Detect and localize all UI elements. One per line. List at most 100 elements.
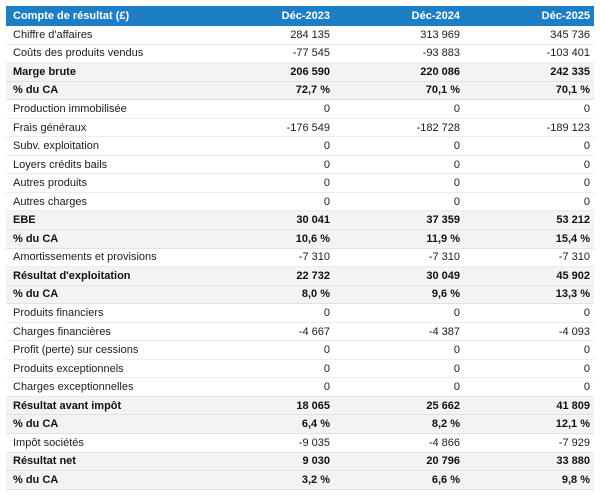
table-row: EBE 30 041 37 359 53 212 [6,211,594,231]
row-value: -93 883 [422,47,460,60]
row-value: 22 732 [296,269,330,282]
row-value: 33 880 [556,455,590,468]
row-label: Production immobilisée [13,102,127,115]
table-row: Charges exceptionnelles 0 0 0 [6,378,594,397]
row-value: 6,4 % [301,418,330,431]
row-label: Marge brute [13,65,76,78]
row-value: 0 [323,177,330,190]
row-value: 0 [453,140,460,153]
row-value: 12,1 % [555,418,590,431]
row-value: 20 796 [426,455,460,468]
row-value: 0 [323,381,330,394]
row-value: 0 [453,381,460,394]
row-value: -7 310 [558,251,590,264]
table-row: Impôt sociétés -9 035 -4 866 -7 929 [6,434,594,453]
row-value: -4 667 [298,325,330,338]
row-label: % du CA [13,418,59,431]
row-value: 18 065 [296,399,330,412]
row-value: 13,3 % [555,288,590,301]
table-row: % du CA 8,0 % 9,6 % 13,3 % [6,285,594,305]
row-value: 242 335 [550,65,590,78]
row-value: -182 728 [416,121,460,134]
table-row: Amortissements et provisions -7 310 -7 3… [6,248,594,268]
row-label: % du CA [13,232,59,245]
row-label: Profit (perte) sur cessions [13,344,139,357]
row-value: -77 545 [292,47,330,60]
row-value: 0 [453,362,460,375]
row-value: 25 662 [426,399,460,412]
table-row: Résultat avant impôt 18 065 25 662 41 80… [6,396,594,416]
row-label: Frais généraux [13,121,87,134]
row-label: Produits exceptionnels [13,362,124,375]
row-label: % du CA [13,84,59,97]
row-value: -189 123 [546,121,590,134]
row-label: Charges exceptionnelles [13,381,134,394]
row-value: 0 [583,306,590,319]
table-row: Autres charges 0 0 0 [6,192,594,212]
row-value: 10,6 % [295,232,330,245]
row-value: 8,2 % [431,418,460,431]
row-label: Amortissements et provisions [13,251,157,264]
table-row: Chiffre d'affaires 284 135 313 969 345 7… [6,26,594,45]
row-value: 0 [583,140,590,153]
column-header-dec-2024: Déc-2024 [411,10,460,22]
row-value: 45 902 [556,269,590,282]
row-value: 8,0 % [301,288,330,301]
row-value: 206 590 [290,65,330,78]
row-value: -7 310 [298,251,330,264]
table-body: Chiffre d'affaires 284 135 313 969 345 7… [6,26,594,490]
row-value: 30 041 [296,214,330,227]
row-label: % du CA [13,473,59,486]
row-label: Autres produits [13,177,87,190]
table-row: Profit (perte) sur cessions 0 0 0 [6,341,594,360]
table-row: Loyers crédits bails 0 0 0 [6,155,594,175]
table-row: Coûts des produits vendus -77 545 -93 88… [6,44,594,64]
row-value: 72,7 % [295,84,330,97]
row-value: -7 929 [558,436,590,449]
row-value: 220 086 [420,65,460,78]
row-value: 70,1 % [425,84,460,97]
row-value: -7 310 [428,251,460,264]
row-value: 0 [583,177,590,190]
row-value: 0 [583,158,590,171]
row-value: 0 [583,102,590,115]
row-label: % du CA [13,288,59,301]
row-label: Coûts des produits vendus [13,47,144,60]
row-value: 3,2 % [301,473,330,486]
row-value: 0 [453,177,460,190]
row-label: Produits financiers [13,306,104,319]
row-label: Autres charges [13,195,87,208]
row-value: -176 549 [286,121,330,134]
table-row: Frais généraux -176 549 -182 728 -189 12… [6,118,594,138]
table-row: Résultat d'exploitation 22 732 30 049 45… [6,267,594,286]
table-header: Compte de résultat (£) Déc-2023 Déc-2024… [6,6,594,26]
row-value: 0 [323,158,330,171]
income-statement-table: Compte de résultat (£) Déc-2023 Déc-2024… [6,6,594,490]
table-row: Autres produits 0 0 0 [6,174,594,193]
row-value: 9,6 % [431,288,460,301]
column-header-dec-2025: Déc-2025 [541,10,590,22]
row-value: 0 [583,381,590,394]
row-value: 0 [583,195,590,208]
row-value: 0 [453,306,460,319]
row-label: Résultat d'exploitation [13,269,131,282]
table-row: Marge brute 206 590 220 086 242 335 [6,63,594,82]
table-row: Produits financiers 0 0 0 [6,304,594,323]
row-value: 0 [453,195,460,208]
column-header-dec-2023: Déc-2023 [281,10,330,22]
row-value: 0 [453,344,460,357]
row-value: 9,8 % [561,473,590,486]
table-row: Subv. exploitation 0 0 0 [6,137,594,156]
row-value: 41 809 [556,399,590,412]
row-value: 9 030 [302,455,330,468]
row-value: 15,4 % [555,232,590,245]
row-value: 30 049 [426,269,460,282]
row-value: 0 [583,344,590,357]
row-value: -103 401 [546,47,590,60]
row-value: 70,1 % [555,84,590,97]
row-value: 284 135 [290,28,330,41]
row-value: 0 [323,140,330,153]
row-label: Résultat net [13,455,76,468]
row-value: 0 [323,344,330,357]
table-row: Produits exceptionnels 0 0 0 [6,359,594,379]
